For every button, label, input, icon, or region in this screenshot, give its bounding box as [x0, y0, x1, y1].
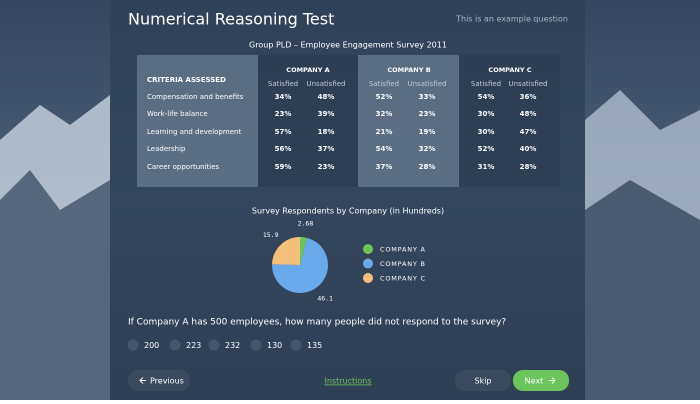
table-title: Group PLD – Employee Engagement Survey 2…: [249, 41, 447, 50]
table-column: [258, 55, 358, 187]
button-bg: [513, 370, 569, 391]
button-bg: [128, 370, 190, 391]
sub-header: Satisfied: [369, 80, 399, 88]
question-text: If Company A has 500 employees, how many…: [128, 318, 506, 328]
table-column: [358, 55, 459, 187]
group-header: COMPANY A: [286, 66, 329, 74]
table-cell: 30%: [478, 128, 495, 136]
button-label: Next: [525, 377, 544, 386]
table-cell: 32%: [419, 145, 436, 153]
page-title: Numerical Reasoning Test: [128, 10, 334, 29]
option-label[interactable]: 232: [225, 341, 240, 350]
group-header: COMPANY C: [488, 66, 531, 74]
table-cell: 37%: [318, 145, 335, 153]
radio-option[interactable]: [169, 339, 181, 351]
data-label: 15.9: [263, 231, 279, 239]
arrow-icon: [139, 377, 146, 384]
table-cell: 54%: [478, 93, 495, 101]
table-cell: 28%: [520, 163, 537, 171]
table-column: [459, 55, 560, 187]
radio-option[interactable]: [250, 339, 262, 351]
sub-header: Satisfied: [268, 80, 298, 88]
row-label: Leadership: [147, 145, 186, 153]
table-cell: 48%: [318, 93, 335, 101]
radio-option[interactable]: [290, 339, 302, 351]
table-cell: 48%: [520, 110, 537, 118]
data-label: 46.1: [317, 295, 333, 303]
table-cell: 52%: [376, 93, 393, 101]
instructions-link[interactable]: Instructions: [325, 377, 372, 386]
table-cell: 36%: [520, 93, 537, 101]
mountain: [0, 170, 110, 400]
skip-button[interactable]: Skip: [455, 370, 511, 391]
chart-title: Survey Respondents by Company (in Hundre…: [252, 207, 444, 216]
table-cell: 32%: [376, 110, 393, 118]
pie-slice: [272, 237, 300, 265]
button-label: Skip: [474, 377, 491, 386]
table-cell: 56%: [275, 145, 292, 153]
table-cell: 30%: [478, 110, 495, 118]
legend-swatch: [363, 273, 373, 283]
row-label: Work-life balance: [147, 110, 208, 118]
table-cell: 52%: [478, 145, 495, 153]
table-cell: 18%: [318, 128, 335, 136]
table-header: CRITERIA ASSESSED: [147, 76, 226, 84]
row-label: Learning and development: [147, 128, 241, 136]
option-label[interactable]: 135: [307, 341, 322, 350]
table-cell: 34%: [275, 93, 292, 101]
table-cell: 59%: [275, 163, 292, 171]
page-note: This is an example question: [455, 15, 568, 24]
table-cell: 19%: [419, 128, 436, 136]
next-button[interactable]: Next: [513, 370, 569, 391]
table-cell: 23%: [419, 110, 436, 118]
button-label: Previous: [150, 377, 184, 386]
table-cell: 21%: [376, 128, 393, 136]
previous-button[interactable]: Previous: [128, 370, 190, 391]
data-label: 2.68: [298, 219, 314, 227]
legend-swatch: [363, 244, 373, 254]
table-cell: 54%: [376, 145, 393, 153]
table-cell: 33%: [419, 93, 436, 101]
option-label[interactable]: 130: [267, 341, 282, 350]
pie-slice: [300, 237, 308, 265]
sub-header: Unsatisfied: [408, 80, 447, 88]
row-label: Career opportunities: [147, 163, 220, 171]
link-label: Instructions: [325, 377, 372, 386]
row-label: Compensation and benefits: [147, 93, 244, 101]
radio-option[interactable]: [127, 339, 139, 351]
table-cell: 23%: [318, 163, 335, 171]
table-cell: 47%: [520, 128, 537, 136]
table-cell: 39%: [318, 110, 335, 118]
mountain: [585, 180, 700, 400]
sub-header: Unsatisfied: [509, 80, 548, 88]
option-label[interactable]: 200: [144, 341, 159, 350]
table-cell: 23%: [275, 110, 292, 118]
table-cell: 40%: [520, 145, 537, 153]
legend-label: COMPANY C: [380, 275, 426, 283]
arrow-icon: [549, 377, 556, 384]
option-label[interactable]: 223: [186, 341, 201, 350]
legend-label: COMPANY B: [380, 260, 426, 268]
table-cell: 37%: [376, 163, 393, 171]
sub-header: Satisfied: [471, 80, 501, 88]
sub-header: Unsatisfied: [307, 80, 346, 88]
group-header: COMPANY B: [387, 66, 430, 74]
table-column: [137, 55, 258, 187]
legend-label: COMPANY A: [380, 246, 426, 254]
pie-slice: [272, 237, 329, 293]
legend-swatch: [363, 258, 373, 269]
radio-option[interactable]: [208, 339, 220, 351]
button-bg: [455, 370, 511, 391]
table-cell: 57%: [275, 128, 292, 136]
table-cell: 31%: [478, 163, 495, 171]
table-cell: 28%: [419, 163, 436, 171]
